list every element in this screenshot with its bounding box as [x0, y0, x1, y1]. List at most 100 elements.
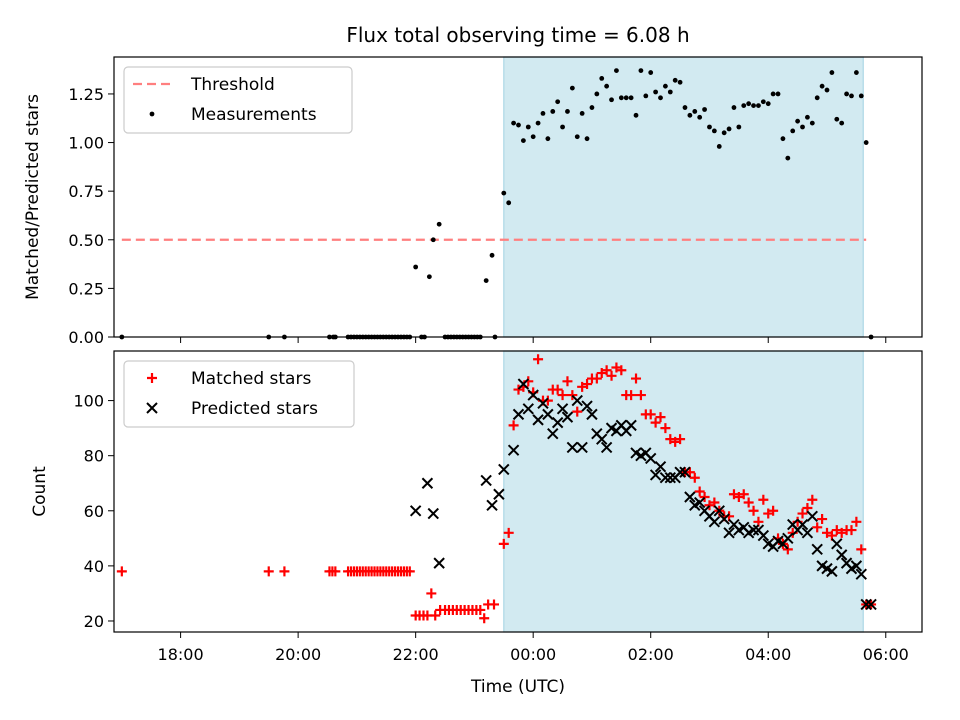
measurement-point: [648, 70, 654, 75]
measurement-point: [535, 120, 541, 126]
matched-star-point: [591, 373, 602, 384]
predicted-star-point: [855, 568, 867, 580]
measurement-point: [839, 120, 845, 126]
measurement-point: [489, 252, 495, 258]
measurement-point: [426, 274, 432, 280]
measurement-point: [746, 101, 752, 107]
measurement-point: [483, 278, 489, 284]
predicted-star-point: [556, 403, 569, 415]
bottom-panel-counts: 20 40 60 80 100 18:00 20:00 22:00 00:00 02:00 04:0…: [30, 350, 923, 664]
predicted-star-point: [684, 491, 696, 503]
bottom-y-tick-label: 80: [84, 447, 104, 466]
predicted-star-point: [527, 389, 539, 401]
bottom-y-tick-label: 100: [73, 392, 104, 411]
measurement-point: [579, 110, 585, 116]
predicted-star-point: [713, 505, 725, 517]
bottom-observing-span: [503, 350, 864, 633]
matched-star-point: [655, 412, 666, 423]
matched-star-point: [606, 370, 617, 381]
predicted-star-point: [659, 472, 672, 484]
predicted-star-point: [806, 510, 819, 523]
measurement-point: [785, 155, 791, 161]
measurement-point: [741, 103, 747, 109]
predicted-star-point: [747, 524, 760, 536]
matched-star-point: [689, 472, 700, 483]
measurement-point: [697, 114, 703, 120]
measurement-point: [662, 83, 668, 89]
matched-star-point: [694, 486, 705, 497]
predicted-star-point: [433, 557, 445, 569]
measurement-point: [574, 134, 580, 140]
predicted-star-point: [625, 419, 637, 432]
measurement-point: [765, 101, 771, 107]
measurement-point: [633, 112, 639, 118]
matched-star-point: [807, 494, 818, 505]
measurement-point: [628, 95, 634, 101]
predicted-star-point: [835, 549, 848, 561]
measurement-point: [638, 68, 644, 74]
measurement-point: [829, 70, 835, 75]
predicted-star-point: [718, 513, 730, 525]
top-y-tick-label: 1.00: [68, 134, 104, 153]
matched-star-point: [479, 613, 490, 624]
measurement-point: [623, 95, 629, 101]
predicted-star-point: [532, 414, 544, 426]
predicted-star-point: [480, 474, 492, 487]
measurement-point: [560, 124, 565, 130]
measurement-point: [594, 91, 600, 97]
matched-star-point: [645, 409, 656, 420]
matched-star-point: [404, 566, 415, 577]
bottom-legend: Matched stars Predicted stars: [123, 360, 355, 428]
matched-star-point: [635, 390, 646, 401]
matched-star-point: [426, 588, 437, 599]
measurement-point: [643, 93, 649, 99]
x-tick-label: 18:00: [158, 645, 204, 664]
top-legend-box: [123, 66, 353, 134]
matched-star-point: [660, 423, 671, 434]
legend-matched-swatch: [147, 373, 157, 383]
bottom-legend-box: [123, 360, 355, 428]
matched-star-point: [812, 522, 823, 533]
measurement-point: [853, 70, 859, 75]
matched-star-point: [508, 420, 519, 431]
measurement-point: [863, 140, 869, 145]
top-y-tick-label: 0.00: [68, 328, 104, 347]
bottom-axes-frame: [113, 350, 923, 633]
measurement-point: [819, 83, 825, 89]
measurement-point: [809, 120, 815, 126]
matched-star-point: [758, 494, 769, 505]
legend-predicted-swatch: [146, 402, 158, 414]
matched-star-point: [572, 406, 583, 417]
predicted-star-point: [517, 378, 530, 390]
matched-star-point: [552, 384, 563, 395]
matched-star-point: [675, 434, 686, 445]
matched-star-point: [684, 467, 695, 478]
x-tick-label: 00:00: [510, 645, 556, 664]
measurement-point: [430, 237, 436, 243]
measurement-point: [760, 99, 766, 105]
predicted-star-point: [537, 397, 549, 410]
measurement-point: [858, 93, 864, 99]
predicted-star-point: [493, 488, 505, 500]
measurement-point: [604, 83, 610, 89]
matched-star-point: [768, 505, 779, 516]
x-tick-label: 06:00: [863, 645, 909, 664]
matched-star-point: [743, 497, 754, 508]
measurement-point: [520, 138, 526, 144]
predicted-star-point: [571, 394, 583, 407]
predicted-star-point: [693, 496, 706, 509]
measurement-point: [618, 95, 624, 101]
measurement-point: [834, 116, 840, 122]
matched-star-point: [279, 566, 290, 577]
measurement-point: [721, 130, 727, 136]
top-axes-frame: [113, 56, 923, 338]
predicted-star-point: [542, 408, 554, 421]
top-y-axis-label: Matched/Predicted stars: [23, 94, 43, 300]
matched-star-point: [601, 365, 612, 376]
predicted-star-point: [664, 472, 677, 484]
measurement-point: [805, 114, 810, 120]
predicted-star-point: [600, 441, 613, 454]
predicted-star-point: [551, 416, 564, 429]
predicted-star-point: [826, 565, 838, 578]
measurement-point: [569, 85, 575, 91]
